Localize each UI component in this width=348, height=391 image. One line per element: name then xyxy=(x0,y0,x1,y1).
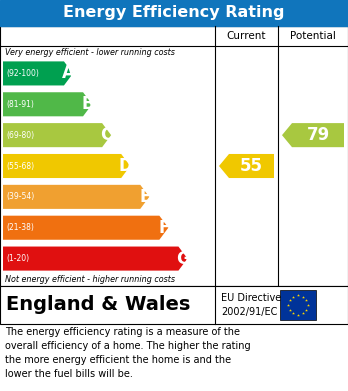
Text: F: F xyxy=(158,219,169,237)
Text: Not energy efficient - higher running costs: Not energy efficient - higher running co… xyxy=(5,275,175,284)
Polygon shape xyxy=(3,61,73,86)
Text: The energy efficiency rating is a measure of the
overall efficiency of a home. T: The energy efficiency rating is a measur… xyxy=(5,327,251,379)
Text: 55: 55 xyxy=(240,157,263,175)
Text: (21-38): (21-38) xyxy=(6,223,34,232)
Bar xyxy=(280,290,316,320)
Text: D: D xyxy=(119,157,133,175)
Text: Very energy efficient - lower running costs: Very energy efficient - lower running co… xyxy=(5,48,175,57)
Bar xyxy=(0,286,348,324)
Text: EU Directive
2002/91/EC: EU Directive 2002/91/EC xyxy=(221,293,281,317)
Bar xyxy=(0,26,348,286)
Polygon shape xyxy=(3,154,130,178)
Bar xyxy=(0,0,348,26)
Text: England & Wales: England & Wales xyxy=(6,296,190,314)
Text: (55-68): (55-68) xyxy=(6,161,34,170)
Text: B: B xyxy=(81,95,94,113)
Polygon shape xyxy=(219,154,274,178)
Text: (1-20): (1-20) xyxy=(6,254,29,263)
Text: 79: 79 xyxy=(306,126,330,144)
Text: Potential: Potential xyxy=(290,31,336,41)
Text: C: C xyxy=(101,126,113,144)
Polygon shape xyxy=(3,247,188,271)
Text: (69-80): (69-80) xyxy=(6,131,34,140)
Text: G: G xyxy=(176,249,190,267)
Text: (81-91): (81-91) xyxy=(6,100,34,109)
Text: (39-54): (39-54) xyxy=(6,192,34,201)
Polygon shape xyxy=(3,185,149,209)
Polygon shape xyxy=(282,123,344,147)
Text: (92-100): (92-100) xyxy=(6,69,39,78)
Text: E: E xyxy=(139,188,150,206)
Polygon shape xyxy=(3,92,92,116)
Text: A: A xyxy=(62,65,75,83)
Polygon shape xyxy=(3,123,111,147)
Polygon shape xyxy=(3,216,168,240)
Text: Current: Current xyxy=(227,31,266,41)
Text: Energy Efficiency Rating: Energy Efficiency Rating xyxy=(63,5,285,20)
